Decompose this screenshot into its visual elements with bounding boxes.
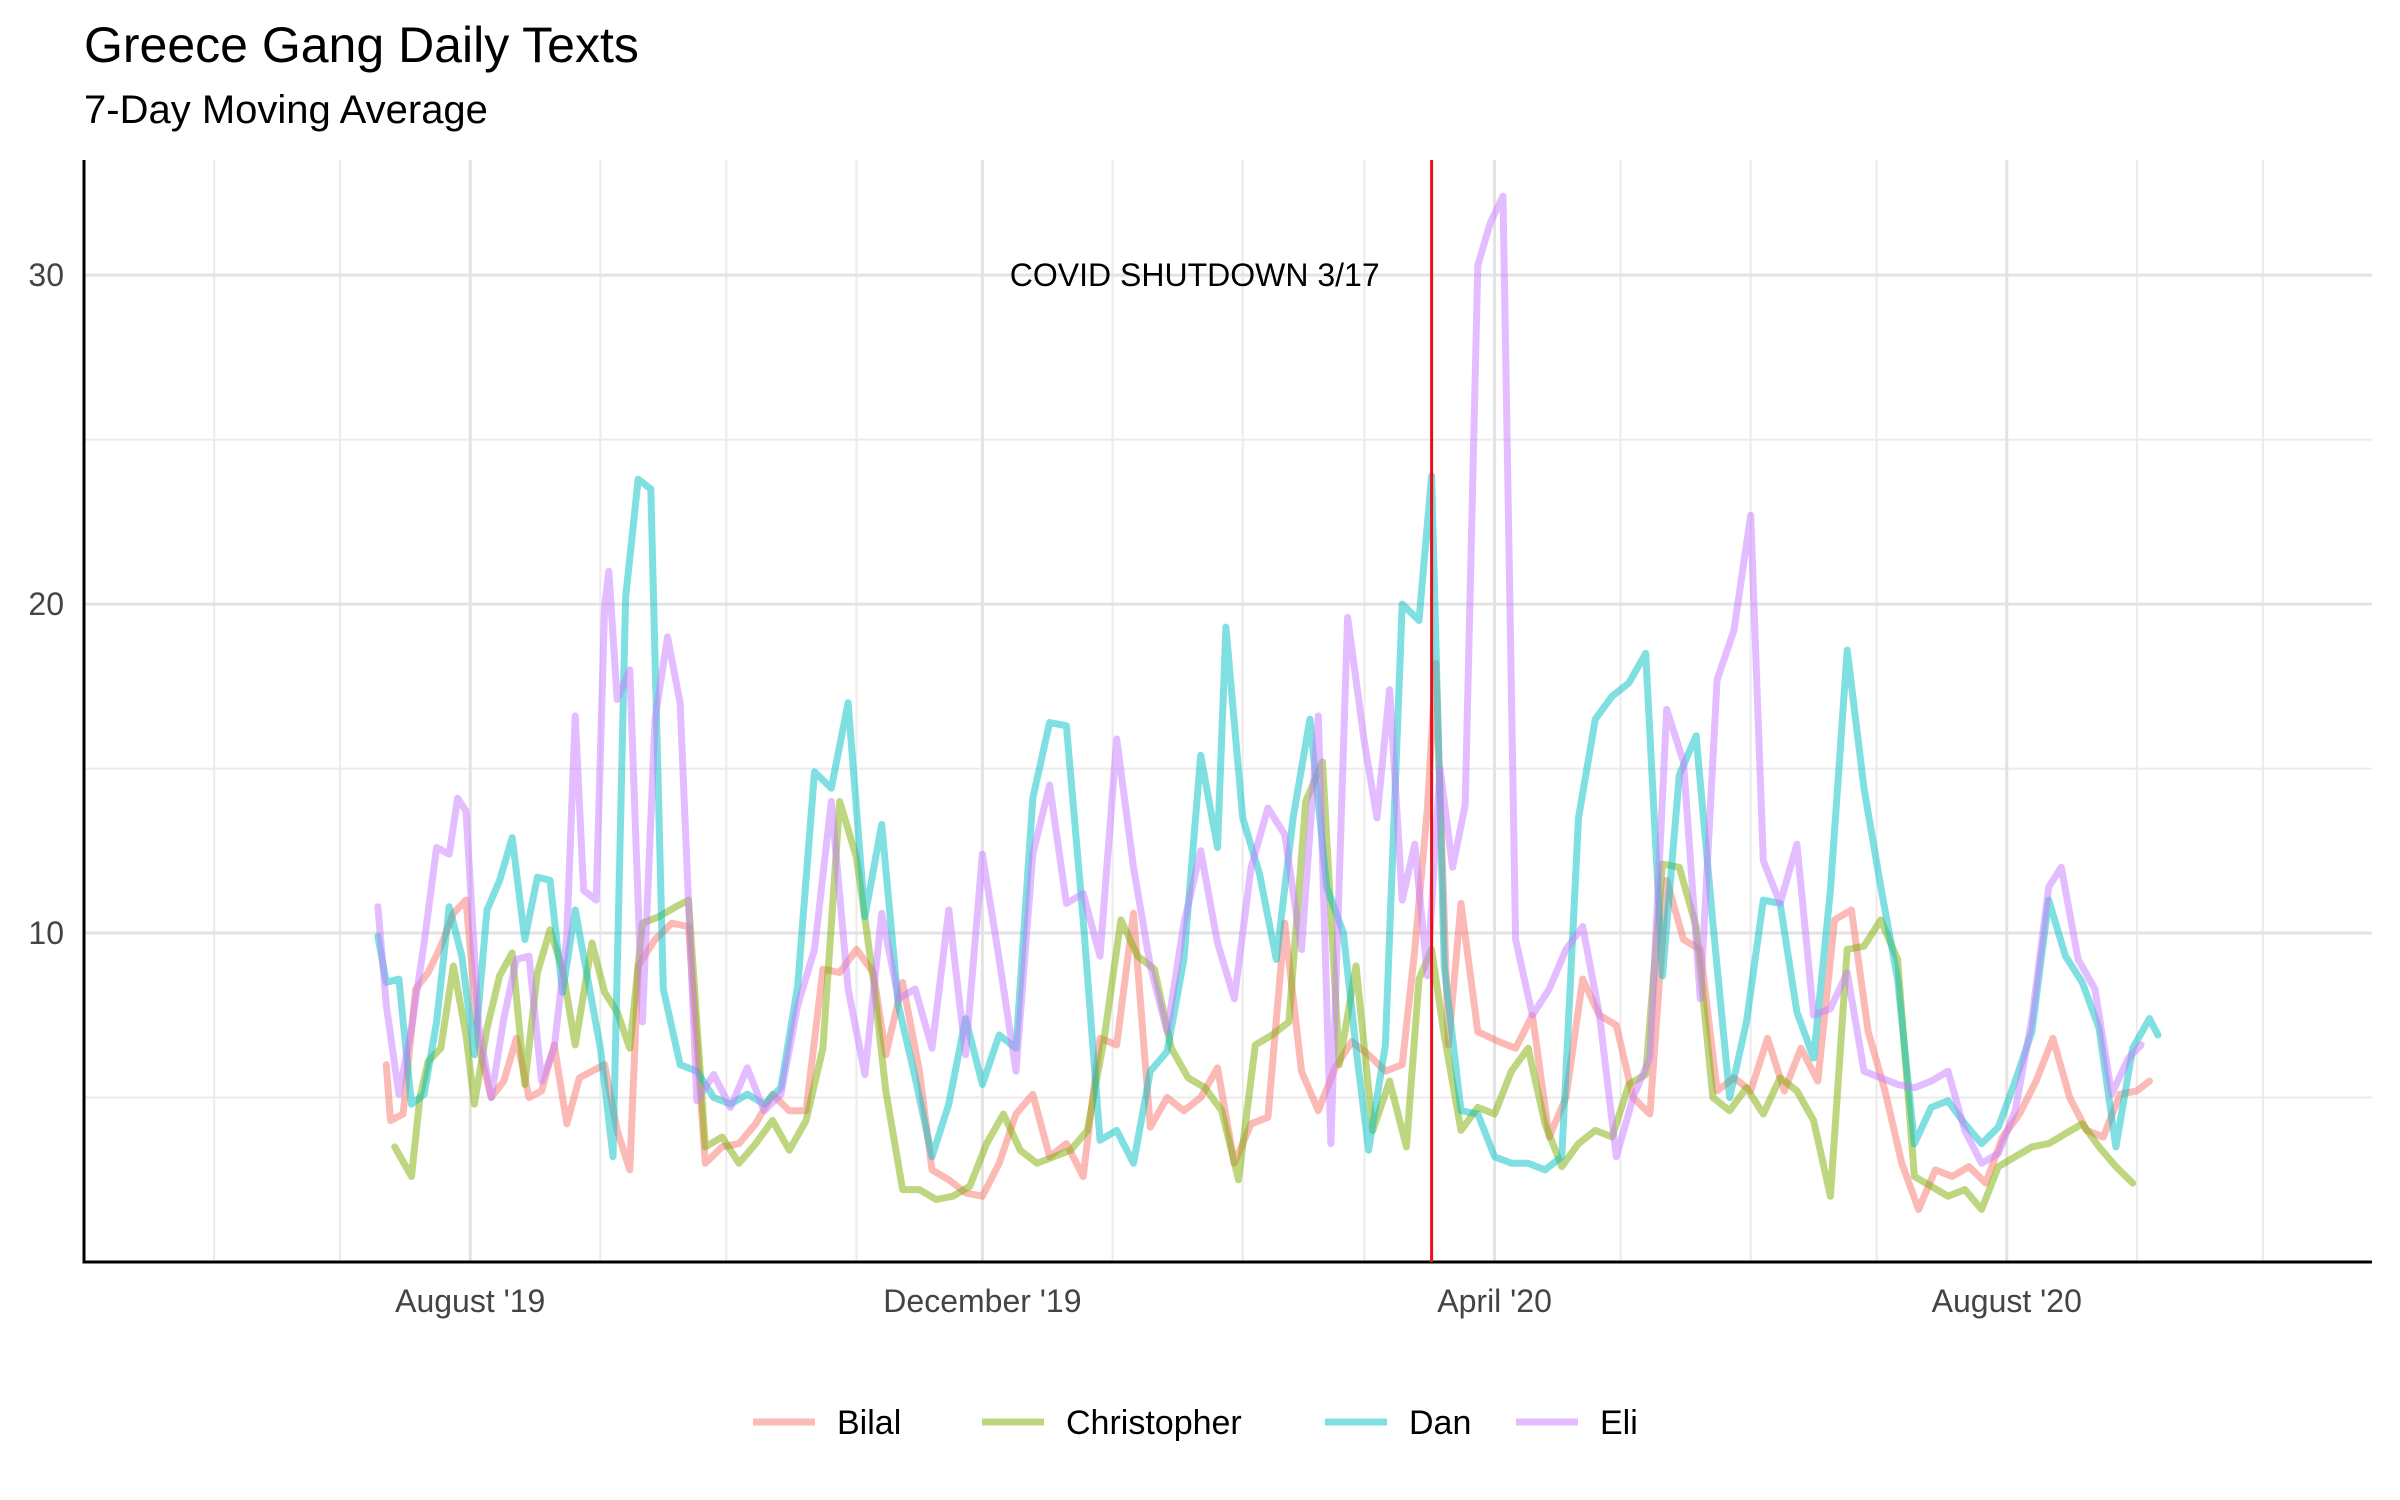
series-line-christopher: [391, 758, 2137, 1213]
legend: Bilal Christopher Dan Eli: [753, 1404, 1638, 1442]
legend-label-bilal: Bilal: [837, 1404, 901, 1442]
axis-layer: 10 20 30 August '19 December '19 April '20 Aug…: [28, 160, 2372, 1319]
legend-label-christopher: Christopher: [1066, 1404, 1242, 1442]
x-tick-label: August '20: [1932, 1283, 2082, 1319]
x-tick-label: April '20: [1437, 1283, 1552, 1319]
x-tick-label: August '19: [395, 1283, 545, 1319]
series-line-dan: [374, 472, 2162, 1174]
chart-title: Greece Gang Daily Texts: [84, 17, 639, 73]
series-layer: [374, 192, 2162, 1213]
y-tick-label: 30: [28, 257, 64, 293]
x-tick-label: December '19: [883, 1283, 1081, 1319]
series-line-eli: [374, 192, 2145, 1167]
chart-subtitle: 7-Day Moving Average: [84, 88, 488, 132]
grid-layer: [83, 160, 2372, 1262]
annotation-layer: COVID SHUTDOWN 3/17: [1010, 160, 1434, 1262]
legend-label-dan: Dan: [1409, 1404, 1471, 1442]
y-tick-label: 10: [28, 915, 64, 951]
y-tick-label: 20: [28, 586, 64, 622]
covid-shutdown-label: COVID SHUTDOWN 3/17: [1010, 257, 1380, 293]
legend-label-eli: Eli: [1600, 1404, 1638, 1442]
